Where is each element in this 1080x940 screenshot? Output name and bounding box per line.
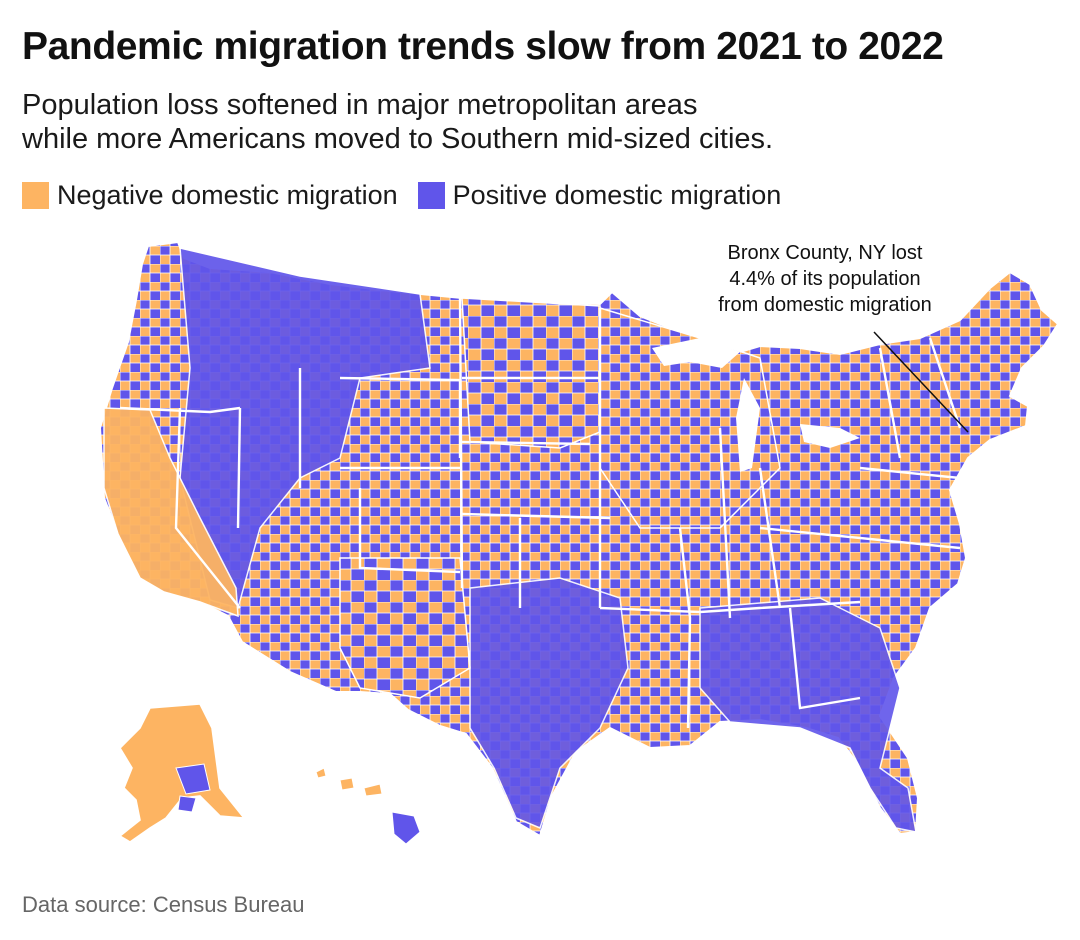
chart-title: Pandemic migration trends slow from 2021… [22, 25, 944, 68]
legend-label-negative: Negative domestic migration [57, 180, 398, 210]
annotation-line-2: 4.4% of its population [729, 268, 921, 290]
map-hawaii [315, 767, 421, 845]
region-southwest-mixed [339, 557, 471, 699]
legend-label-positive: Positive domestic migration [452, 180, 782, 210]
bronx-annotation: Bronx County, NY lost 4.4% of its popula… [680, 240, 970, 318]
great-lakes [652, 338, 860, 472]
alaska-positive-counties [175, 763, 211, 813]
region-great-plains-negative [461, 297, 611, 449]
annotation-line-3: from domestic migration [718, 294, 932, 316]
legend-item-negative: Negative domestic migration [22, 180, 398, 211]
subtitle-line-2: while more Americans moved to Southern m… [22, 123, 774, 155]
data-source: Data source: Census Bureau [22, 892, 305, 917]
region-southeast-positive [699, 597, 917, 833]
us-county-map [0, 228, 1080, 868]
legend-swatch-positive [417, 182, 445, 209]
subtitle-line-1: Population loss softened in major metrop… [22, 89, 698, 121]
annotation-line-1: Bronx County, NY lost [727, 242, 923, 264]
legend-swatch-negative [22, 182, 49, 209]
state-borders [119, 297, 962, 729]
legend: Negative domestic migration Positive dom… [22, 180, 801, 211]
annotation-leader-line [873, 331, 969, 433]
chart-subtitle: Population loss softened in major metrop… [22, 88, 1062, 156]
region-texas-positive [469, 577, 629, 830]
legend-item-positive: Positive domestic migration [417, 180, 782, 211]
region-midwest-mixed [599, 306, 781, 529]
